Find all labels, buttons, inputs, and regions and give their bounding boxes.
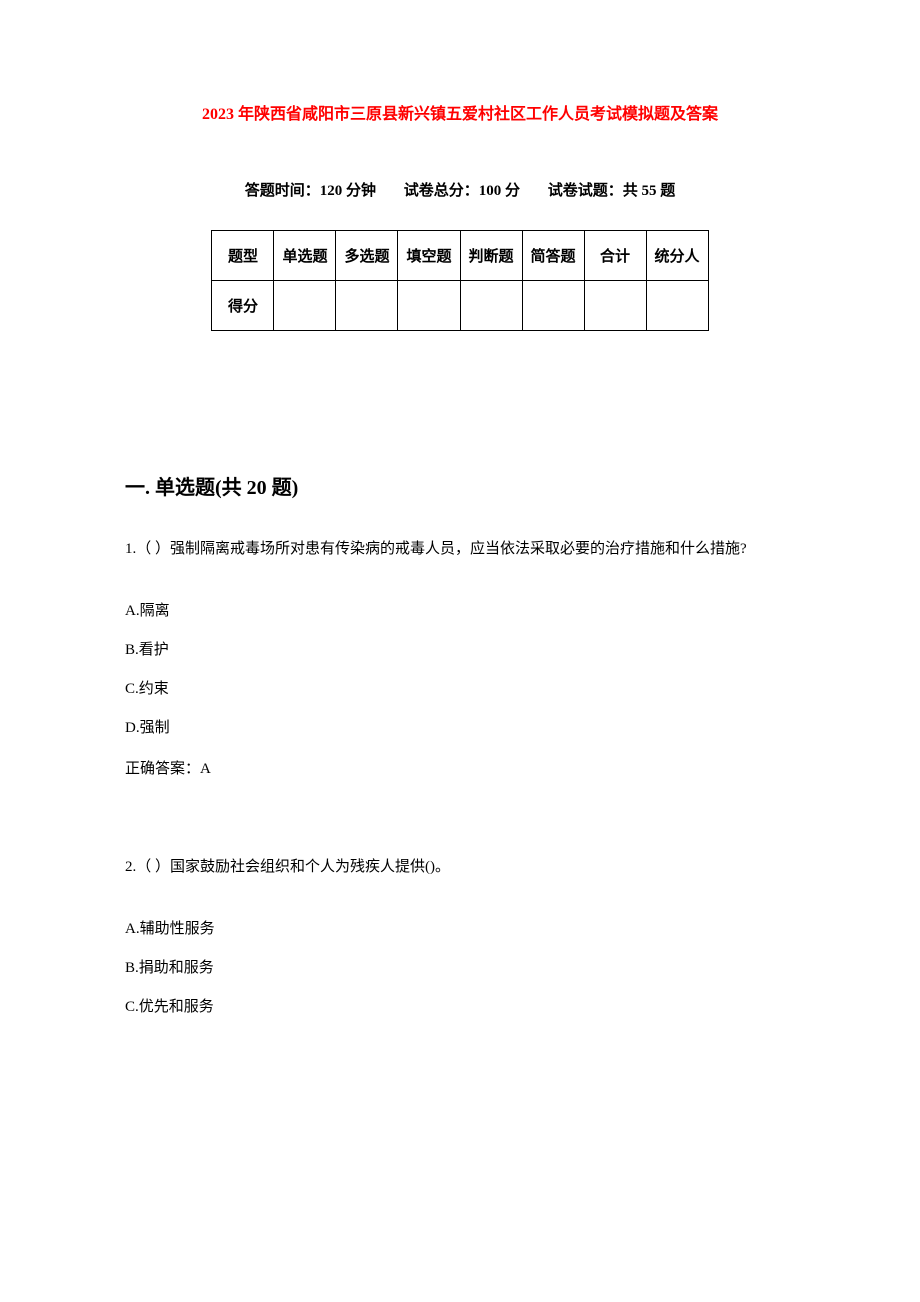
exam-meta: 答题时间：120 分钟 试卷总分：100 分 试卷试题：共 55 题 — [125, 179, 795, 200]
question-block: 2.（ ）国家鼓励社会组织和个人为残疾人提供()。 A.辅助性服务 B.捐助和服… — [125, 848, 795, 1016]
score-table-header: 判断题 — [460, 231, 522, 281]
score-table-header: 多选题 — [336, 231, 398, 281]
options-list: A.辅助性服务 B.捐助和服务 C.优先和服务 — [125, 917, 795, 1016]
question-text: 2.（ ）国家鼓励社会组织和个人为残疾人提供()。 — [125, 848, 795, 887]
score-table-cell — [274, 281, 336, 331]
exam-total-questions: 试卷试题：共 55 题 — [548, 183, 676, 199]
option-b: B.看护 — [125, 638, 795, 659]
exam-total-score: 试卷总分：100 分 — [404, 183, 520, 199]
option-b: B.捐助和服务 — [125, 956, 795, 977]
option-a: A.隔离 — [125, 599, 795, 620]
score-table-header: 统分人 — [646, 231, 708, 281]
option-d: D.强制 — [125, 716, 795, 737]
score-table-cell — [522, 281, 584, 331]
options-list: A.隔离 B.看护 C.约束 D.强制 — [125, 599, 795, 737]
score-table-data-row: 得分 — [212, 281, 708, 331]
score-table-row-label: 得分 — [212, 281, 274, 331]
score-table-header-row: 题型 单选题 多选题 填空题 判断题 简答题 合计 统分人 — [212, 231, 708, 281]
score-table-header: 题型 — [212, 231, 274, 281]
option-c: C.优先和服务 — [125, 995, 795, 1016]
score-table-header: 单选题 — [274, 231, 336, 281]
score-table-cell — [336, 281, 398, 331]
score-table-header: 填空题 — [398, 231, 460, 281]
section-title: 一. 单选题(共 20 题) — [125, 471, 795, 500]
score-table-header: 简答题 — [522, 231, 584, 281]
option-a: A.辅助性服务 — [125, 917, 795, 938]
score-table-cell — [460, 281, 522, 331]
question-text: 1.（ ）强制隔离戒毒场所对患有传染病的戒毒人员，应当依法采取必要的治疗措施和什… — [125, 530, 795, 569]
score-table-header: 合计 — [584, 231, 646, 281]
option-c: C.约束 — [125, 677, 795, 698]
score-table: 题型 单选题 多选题 填空题 判断题 简答题 合计 统分人 得分 — [211, 230, 708, 331]
score-table-cell — [584, 281, 646, 331]
exam-title: 2023 年陕西省咸阳市三原县新兴镇五爱村社区工作人员考试模拟题及答案 — [125, 100, 795, 124]
question-block: 1.（ ）强制隔离戒毒场所对患有传染病的戒毒人员，应当依法采取必要的治疗措施和什… — [125, 530, 795, 778]
score-table-cell — [398, 281, 460, 331]
exam-time: 答题时间：120 分钟 — [245, 183, 376, 199]
score-table-cell — [646, 281, 708, 331]
correct-answer: 正确答案：A — [125, 757, 795, 778]
